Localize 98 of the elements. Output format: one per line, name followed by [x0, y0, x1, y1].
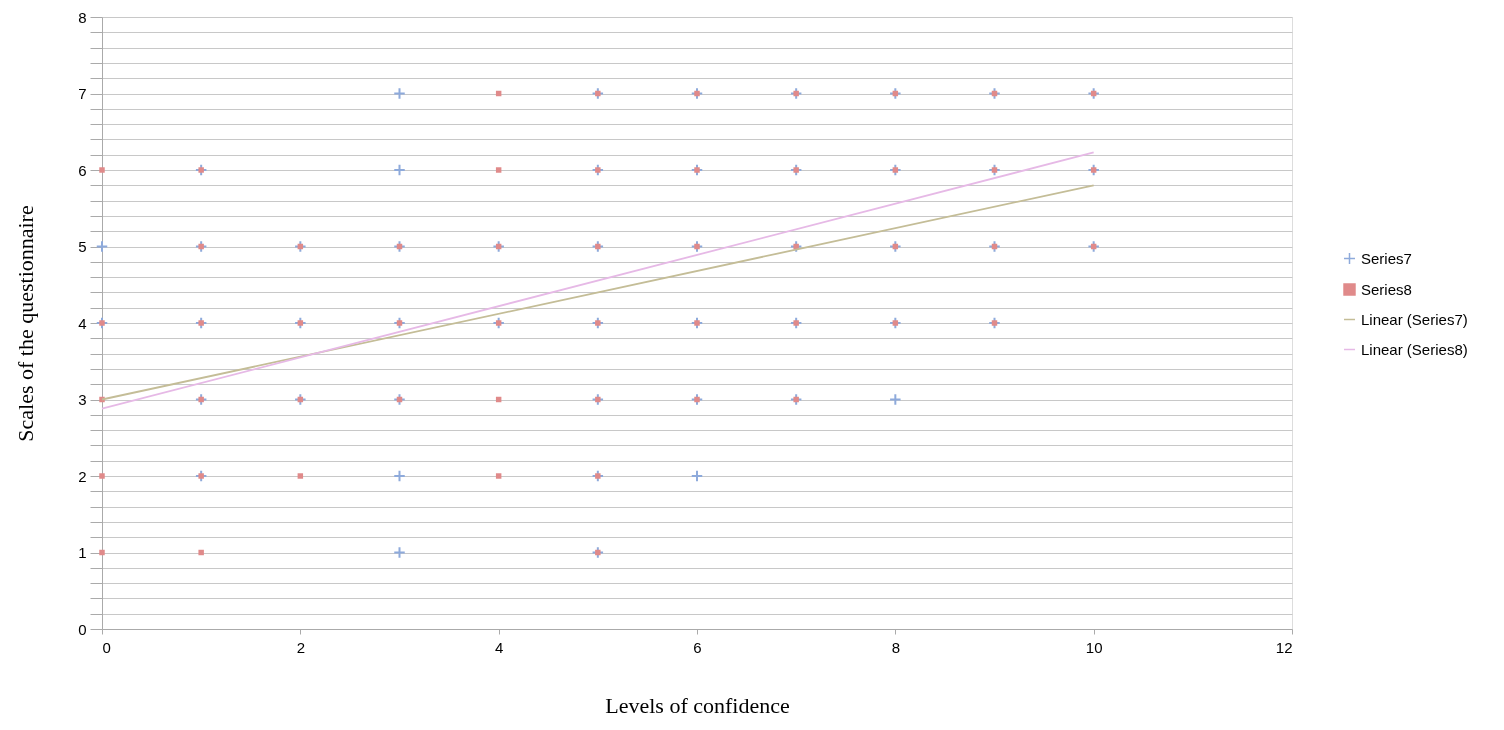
point — [595, 243, 601, 250]
y-tick-label: 2 — [78, 467, 87, 485]
y-tick-label: 8 — [78, 8, 87, 26]
point — [793, 396, 799, 403]
point — [595, 320, 601, 326]
point — [194, 393, 208, 406]
point — [591, 87, 605, 100]
point — [495, 167, 502, 173]
x-tick-label: 6 — [693, 638, 702, 656]
point — [95, 240, 109, 253]
y-tick-label: 0 — [78, 620, 87, 638]
point — [99, 167, 105, 173]
y-tick-label: 6 — [78, 161, 87, 179]
legend-label: Linear (Series7) — [1361, 310, 1468, 328]
point — [789, 316, 803, 330]
y-axis-title: Scales of the questionnaire — [13, 205, 39, 442]
point — [991, 167, 998, 173]
point — [789, 163, 803, 177]
point — [991, 320, 998, 326]
point — [495, 473, 502, 479]
point — [194, 316, 208, 330]
point — [690, 87, 704, 100]
point — [988, 316, 1001, 330]
x-tick-label: 4 — [494, 638, 504, 656]
point — [198, 320, 204, 326]
point — [694, 320, 700, 326]
point — [892, 167, 899, 173]
point — [99, 549, 105, 556]
point — [595, 473, 601, 479]
point — [595, 167, 601, 173]
y-tick-label: 7 — [78, 85, 87, 102]
x-tick-label: 12 — [1275, 638, 1293, 656]
point — [95, 316, 109, 330]
point — [591, 469, 605, 483]
y-tick-label: 5 — [78, 238, 87, 255]
point — [694, 90, 700, 97]
point — [889, 393, 902, 406]
point — [393, 87, 406, 100]
legend-label: Series7 — [1361, 249, 1412, 267]
x-tick-label: 0 — [102, 638, 111, 656]
x-tick-label: 8 — [891, 638, 901, 656]
legend-label: Series8 — [1361, 280, 1412, 298]
point — [591, 316, 605, 330]
point — [393, 546, 406, 559]
point — [595, 396, 601, 403]
legend-label: Linear (Series8) — [1361, 340, 1468, 358]
point — [892, 320, 899, 326]
point — [297, 473, 304, 479]
point — [793, 320, 799, 326]
point — [198, 396, 204, 403]
point — [694, 167, 700, 173]
point — [591, 240, 605, 253]
point — [393, 163, 406, 177]
point — [99, 320, 105, 326]
point — [294, 316, 307, 330]
point — [591, 546, 605, 559]
point — [690, 163, 704, 177]
x-tick-label: 2 — [296, 638, 306, 656]
point — [690, 393, 704, 406]
point — [694, 243, 700, 250]
point — [889, 316, 902, 330]
point — [198, 549, 204, 556]
point — [99, 473, 105, 479]
point — [396, 320, 403, 326]
point — [495, 320, 502, 326]
point — [393, 469, 406, 483]
point — [793, 90, 799, 97]
point — [595, 549, 601, 556]
point — [198, 167, 204, 173]
point — [793, 167, 799, 173]
x-axis-title: Levels of confidence — [605, 692, 790, 718]
point — [1087, 163, 1100, 177]
y-tick-label: 4 — [78, 314, 87, 332]
point — [591, 393, 605, 406]
point — [789, 393, 803, 406]
x-tick-label: 10 — [1085, 638, 1103, 656]
point — [889, 163, 902, 177]
point — [789, 240, 803, 253]
point — [591, 163, 605, 177]
point — [793, 243, 799, 250]
point — [198, 473, 204, 479]
point — [198, 243, 204, 250]
point — [988, 163, 1001, 177]
point — [194, 469, 208, 483]
point — [694, 396, 700, 403]
point — [690, 240, 704, 253]
point — [1090, 167, 1097, 173]
y-tick-label: 1 — [78, 544, 87, 561]
point — [690, 469, 704, 483]
point — [690, 316, 704, 330]
y-tick-label: 3 — [78, 391, 87, 408]
point — [393, 316, 406, 330]
point — [194, 240, 208, 253]
point — [492, 316, 505, 330]
point — [595, 90, 601, 97]
point — [194, 163, 208, 177]
point — [297, 320, 304, 326]
point — [789, 87, 803, 100]
